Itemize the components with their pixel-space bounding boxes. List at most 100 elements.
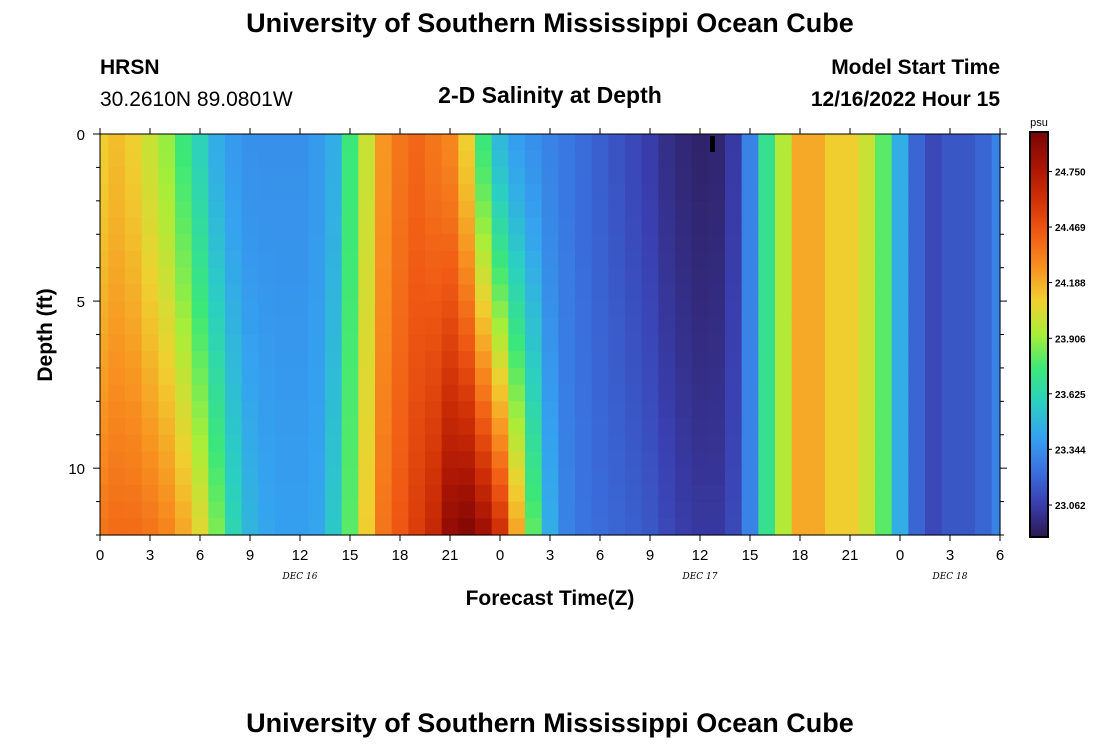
heatmap-cell (191, 200, 209, 219)
heatmap-cell (175, 484, 193, 503)
heatmap-cell (858, 384, 876, 402)
heatmap-cell (258, 301, 276, 319)
heatmap-cell (725, 167, 743, 185)
heatmap-cell (308, 150, 326, 169)
heatmap-cell (608, 384, 626, 402)
heatmap-cell (258, 234, 276, 252)
heatmap-cell (608, 451, 626, 469)
heatmap-cell (925, 384, 943, 402)
heatmap-cell (891, 250, 909, 269)
heatmap-cell (591, 334, 609, 352)
heatmap-cell (925, 134, 943, 152)
heatmap-cell (358, 301, 376, 319)
heatmap-cell (525, 150, 543, 169)
heatmap-cell (675, 518, 693, 536)
heatmap-cell (308, 484, 326, 503)
heatmap-cell (625, 134, 643, 152)
heatmap-cell (341, 167, 359, 185)
heatmap-cell (975, 484, 993, 503)
x-tick-label: 12 (692, 547, 709, 564)
heatmap-cell (341, 284, 359, 302)
heatmap-cell (508, 217, 526, 235)
heatmap-cell (791, 134, 809, 152)
heatmap-cell (241, 250, 259, 269)
heatmap-cell (691, 501, 709, 519)
heatmap-cell (708, 200, 726, 219)
heatmap-cell (708, 334, 726, 352)
heatmap-cell (708, 451, 726, 469)
heatmap-cell (391, 167, 409, 185)
heatmap-cell (108, 351, 126, 369)
heatmap-cell (208, 301, 226, 319)
heatmap-cell (991, 384, 1001, 402)
heatmap-cell (408, 217, 426, 235)
colorbar-tick-label: 23.344 (1055, 445, 1086, 456)
heatmap-cell (608, 501, 626, 519)
heatmap-cell (708, 484, 726, 503)
heatmap-cell (208, 418, 226, 436)
heatmap-cell (775, 518, 793, 536)
heatmap-cell (591, 301, 609, 319)
heatmap-cell (958, 317, 976, 336)
heatmap-cell (991, 518, 1001, 536)
heatmap-cell (858, 418, 876, 436)
heatmap-cell (758, 334, 776, 352)
heatmap-cell (358, 518, 376, 536)
heatmap-cell (425, 384, 443, 402)
heatmap-cell (125, 334, 143, 352)
heatmap-cell (858, 150, 876, 169)
heatmap-cell (341, 250, 359, 269)
heatmap-cell (325, 217, 343, 235)
heatmap-cell (175, 434, 193, 453)
heatmap-cell (241, 217, 259, 235)
heatmap-cell (325, 518, 343, 536)
heatmap-cell (741, 317, 759, 336)
heatmap-cell (375, 150, 393, 169)
heatmap-cell (608, 401, 626, 419)
heatmap-cell (241, 150, 259, 169)
heatmap-cell (641, 418, 659, 436)
heatmap-cell (625, 167, 643, 185)
heatmap-cell (958, 134, 976, 152)
heatmap-cell (625, 301, 643, 319)
heatmap-cell (291, 284, 309, 302)
x-tick-label: 3 (146, 547, 154, 564)
heatmap-cell (208, 384, 226, 402)
heatmap-cell (858, 451, 876, 469)
heatmap-cell (858, 401, 876, 419)
heatmap-cell (291, 501, 309, 519)
heatmap-cell (641, 150, 659, 169)
heatmap-cell (508, 351, 526, 369)
heatmap-cell (641, 451, 659, 469)
heatmap-cell (375, 418, 393, 436)
heatmap-cell (491, 351, 509, 369)
x-tick-label: 15 (342, 547, 359, 564)
heatmap-cell (741, 150, 759, 169)
heatmap-cell (758, 351, 776, 369)
heatmap-cell (275, 150, 293, 169)
heatmap-cell (958, 284, 976, 302)
heatmap-cell (825, 468, 843, 486)
heatmap-cell (241, 367, 259, 386)
heatmap-cell (558, 334, 576, 352)
heatmap-cell (875, 451, 893, 469)
heatmap-cell (125, 434, 143, 453)
heatmap-cell (375, 234, 393, 252)
heatmap-cell (458, 401, 476, 419)
heatmap-cell (408, 167, 426, 185)
heatmap-cell (791, 234, 809, 252)
heatmap-cell (725, 401, 743, 419)
heatmap-cell (141, 367, 159, 386)
heatmap-cell (475, 451, 493, 469)
heatmap-cell (425, 501, 443, 519)
heatmap-cell (658, 484, 676, 503)
heatmap-cell (458, 418, 476, 436)
heatmap-cell (708, 468, 726, 486)
heatmap-cell (491, 284, 509, 302)
heatmap-cell (308, 418, 326, 436)
x-tick-label: 0 (496, 547, 504, 564)
heatmap-cell (191, 518, 209, 536)
heatmap-cell (841, 401, 859, 419)
heatmap-cell (558, 351, 576, 369)
heatmap-cell (791, 351, 809, 369)
